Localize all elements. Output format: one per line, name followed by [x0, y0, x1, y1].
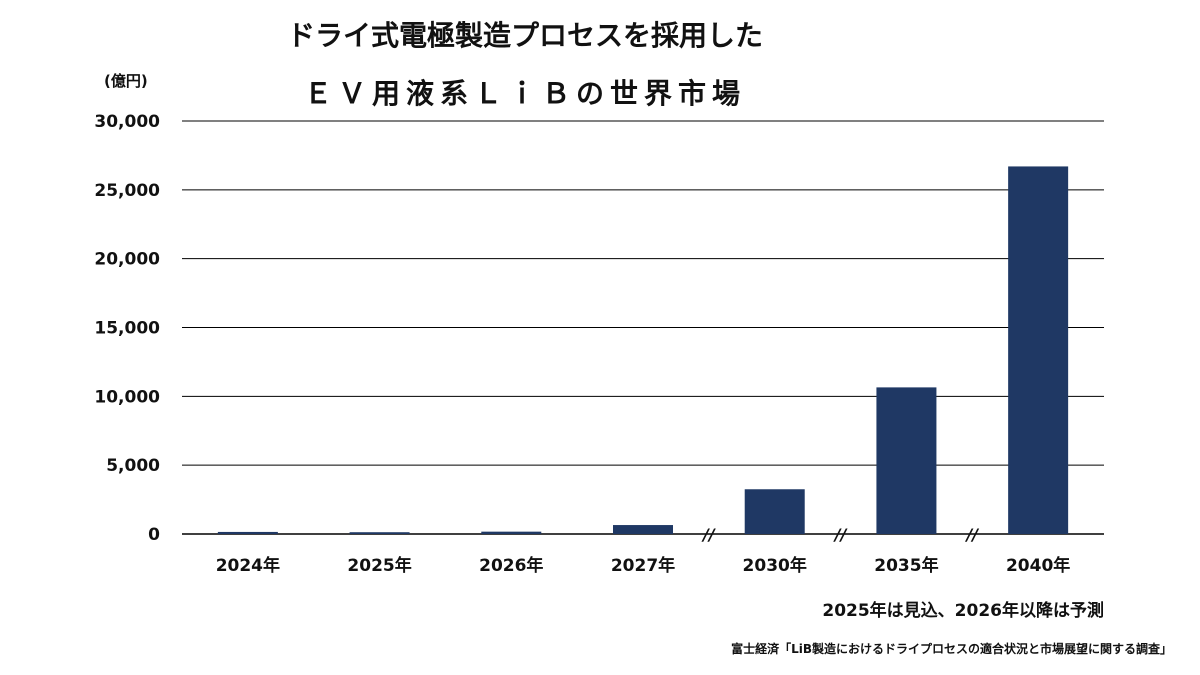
x-tick-label: 2035年 [874, 555, 938, 576]
chart-title-line2: ＥＶ用液系ＬｉＢの世界市場 [303, 77, 746, 110]
y-tick-label: 25,000 [94, 181, 160, 201]
y-tick-label: 30,000 [94, 112, 160, 132]
bar [481, 531, 542, 534]
bar [1008, 166, 1069, 534]
source-citation: 富士経済「LiB製造におけるドライプロセスの適合状況と市場展望に関する調査」 [731, 642, 1172, 656]
x-tick-label: 2025年 [347, 555, 411, 576]
y-tick-label: 10,000 [94, 387, 160, 407]
x-tick-label: 2027年 [611, 555, 675, 576]
axis-break-marker: // [964, 525, 979, 544]
axis-break-marker: // [701, 525, 716, 544]
x-tick-label: 2040年 [1006, 555, 1070, 576]
x-tick-label: 2026年 [479, 555, 543, 576]
y-tick-label: 0 [148, 525, 160, 545]
y-tick-label: 20,000 [94, 250, 160, 270]
bar [349, 532, 410, 534]
bar [217, 531, 278, 534]
y-tick-label: 15,000 [94, 319, 160, 339]
x-tick-label: 2030年 [743, 555, 807, 576]
chart-title-line1: ドライ式電極製造プロセスを採用した [286, 19, 763, 52]
bar [876, 387, 937, 534]
x-tick-label: 2024年 [216, 555, 280, 576]
bar [613, 525, 673, 534]
forecast-note: 2025年は見込、2026年以降は予測 [822, 601, 1104, 621]
y-tick-label: 5,000 [106, 456, 160, 476]
axis-break-marker: // [833, 525, 848, 544]
y-axis-unit-label: (億円) [104, 72, 148, 90]
bar [744, 489, 805, 534]
